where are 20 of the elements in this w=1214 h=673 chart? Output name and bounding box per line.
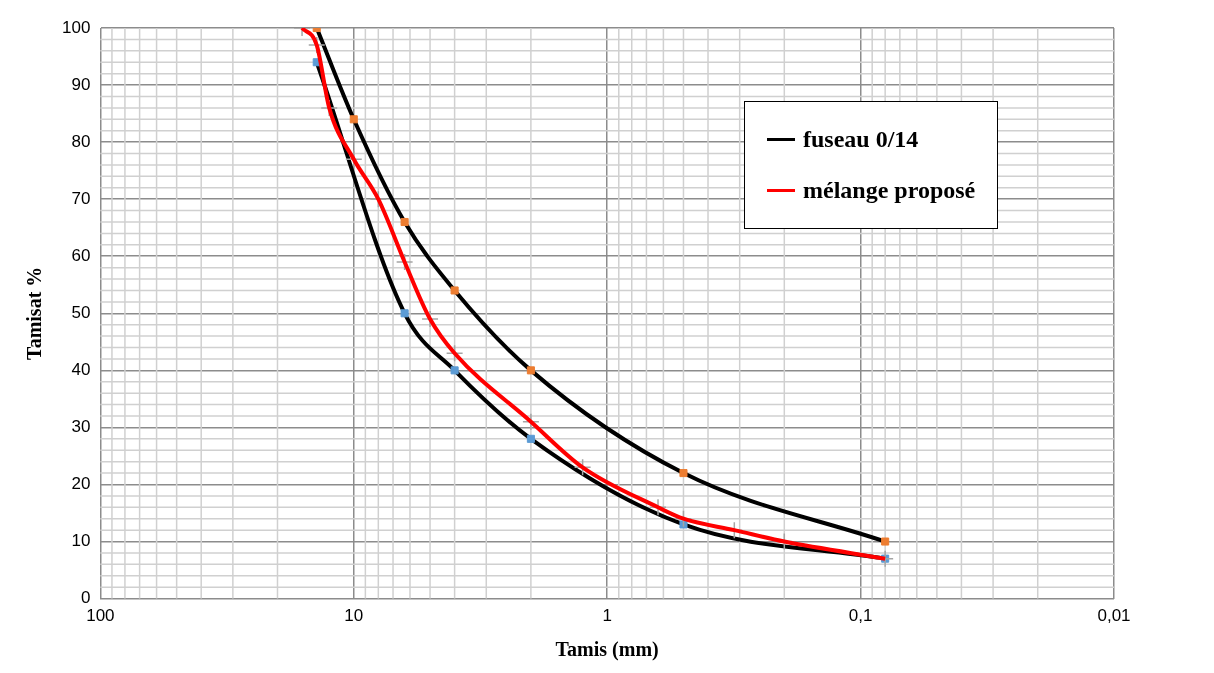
y-tick-label: 30 [71, 417, 91, 437]
y-tick-label: 50 [71, 302, 91, 322]
y-tick-label: 90 [71, 74, 91, 94]
legend-label: mélange proposé [803, 177, 976, 204]
y-tick-label: 60 [71, 245, 91, 265]
x-axis-title: Tamis (mm) [555, 638, 659, 662]
y-tick-label: 80 [71, 131, 91, 151]
y-tick-label: 40 [71, 360, 91, 380]
y-tick-label: 0 [80, 588, 91, 608]
y-tick-label: 10 [71, 531, 91, 551]
x-tick-label: 10 [344, 606, 364, 626]
y-tick-label: 70 [71, 188, 91, 208]
x-tick-label: 0,1 [848, 606, 873, 626]
y-tick-label: 100 [61, 17, 91, 37]
x-tick-label: 100 [86, 606, 115, 626]
legend-label: fuseau 0/14 [803, 126, 919, 153]
y-axis-title: Tamisat % [23, 266, 46, 360]
x-tick-label: 0,01 [1097, 606, 1131, 626]
x-tick-label: 1 [602, 606, 612, 626]
y-tick-label: 20 [71, 474, 91, 494]
